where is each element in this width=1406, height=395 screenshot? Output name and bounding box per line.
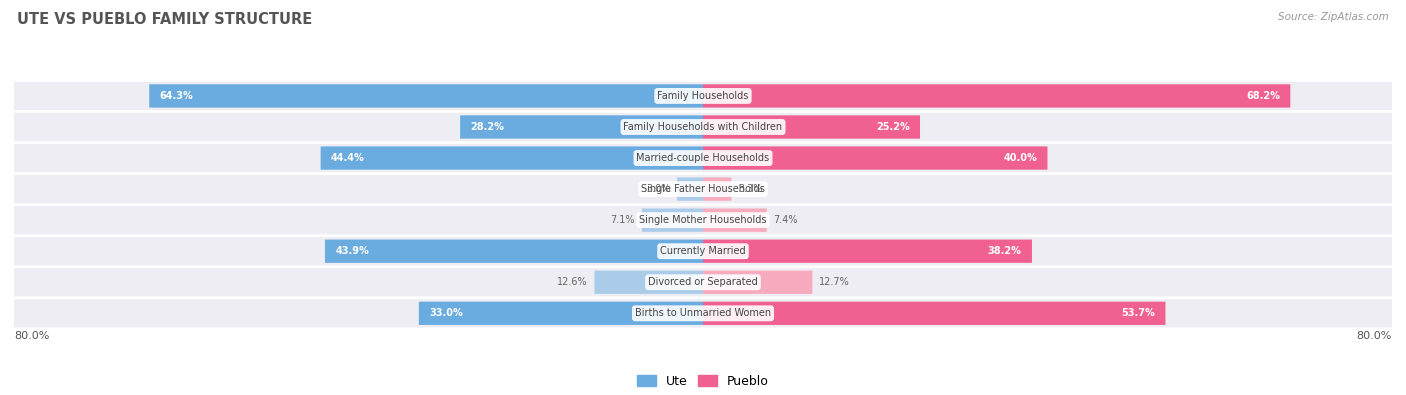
FancyBboxPatch shape [10, 299, 1396, 327]
FancyBboxPatch shape [10, 268, 1396, 296]
FancyBboxPatch shape [703, 115, 920, 139]
FancyBboxPatch shape [419, 302, 703, 325]
Text: 3.3%: 3.3% [738, 184, 762, 194]
FancyBboxPatch shape [149, 84, 703, 107]
Text: 44.4%: 44.4% [330, 153, 364, 163]
FancyBboxPatch shape [325, 239, 703, 263]
FancyBboxPatch shape [10, 175, 1396, 203]
Text: Divorced or Separated: Divorced or Separated [648, 277, 758, 287]
Text: 43.9%: 43.9% [335, 246, 368, 256]
Text: 80.0%: 80.0% [1357, 331, 1392, 340]
FancyBboxPatch shape [703, 302, 1166, 325]
FancyBboxPatch shape [10, 237, 1396, 265]
Text: 7.1%: 7.1% [610, 215, 636, 225]
Text: 40.0%: 40.0% [1004, 153, 1038, 163]
Text: Married-couple Households: Married-couple Households [637, 153, 769, 163]
Text: Currently Married: Currently Married [661, 246, 745, 256]
Text: 3.0%: 3.0% [645, 184, 671, 194]
Text: Family Households with Children: Family Households with Children [623, 122, 783, 132]
FancyBboxPatch shape [10, 144, 1396, 172]
Text: 38.2%: 38.2% [988, 246, 1022, 256]
FancyBboxPatch shape [321, 147, 703, 170]
FancyBboxPatch shape [10, 206, 1396, 234]
FancyBboxPatch shape [10, 113, 1396, 141]
Text: Births to Unmarried Women: Births to Unmarried Women [636, 308, 770, 318]
FancyBboxPatch shape [703, 147, 1047, 170]
Text: 64.3%: 64.3% [160, 91, 194, 101]
FancyBboxPatch shape [643, 209, 703, 232]
Text: Source: ZipAtlas.com: Source: ZipAtlas.com [1278, 12, 1389, 22]
FancyBboxPatch shape [595, 271, 703, 294]
Text: Single Mother Households: Single Mother Households [640, 215, 766, 225]
Text: 53.7%: 53.7% [1122, 308, 1156, 318]
FancyBboxPatch shape [703, 177, 731, 201]
FancyBboxPatch shape [703, 271, 813, 294]
Text: 12.6%: 12.6% [557, 277, 588, 287]
Text: UTE VS PUEBLO FAMILY STRUCTURE: UTE VS PUEBLO FAMILY STRUCTURE [17, 12, 312, 27]
Text: Family Households: Family Households [658, 91, 748, 101]
FancyBboxPatch shape [10, 82, 1396, 110]
Text: 25.2%: 25.2% [876, 122, 910, 132]
Text: Single Father Households: Single Father Households [641, 184, 765, 194]
FancyBboxPatch shape [703, 84, 1291, 107]
Text: 28.2%: 28.2% [471, 122, 505, 132]
Legend: Ute, Pueblo: Ute, Pueblo [633, 370, 773, 393]
FancyBboxPatch shape [703, 239, 1032, 263]
FancyBboxPatch shape [703, 209, 766, 232]
FancyBboxPatch shape [460, 115, 703, 139]
Text: 33.0%: 33.0% [429, 308, 463, 318]
FancyBboxPatch shape [678, 177, 703, 201]
Text: 68.2%: 68.2% [1246, 91, 1279, 101]
Text: 12.7%: 12.7% [820, 277, 851, 287]
Text: 80.0%: 80.0% [14, 331, 49, 340]
Text: 7.4%: 7.4% [773, 215, 799, 225]
